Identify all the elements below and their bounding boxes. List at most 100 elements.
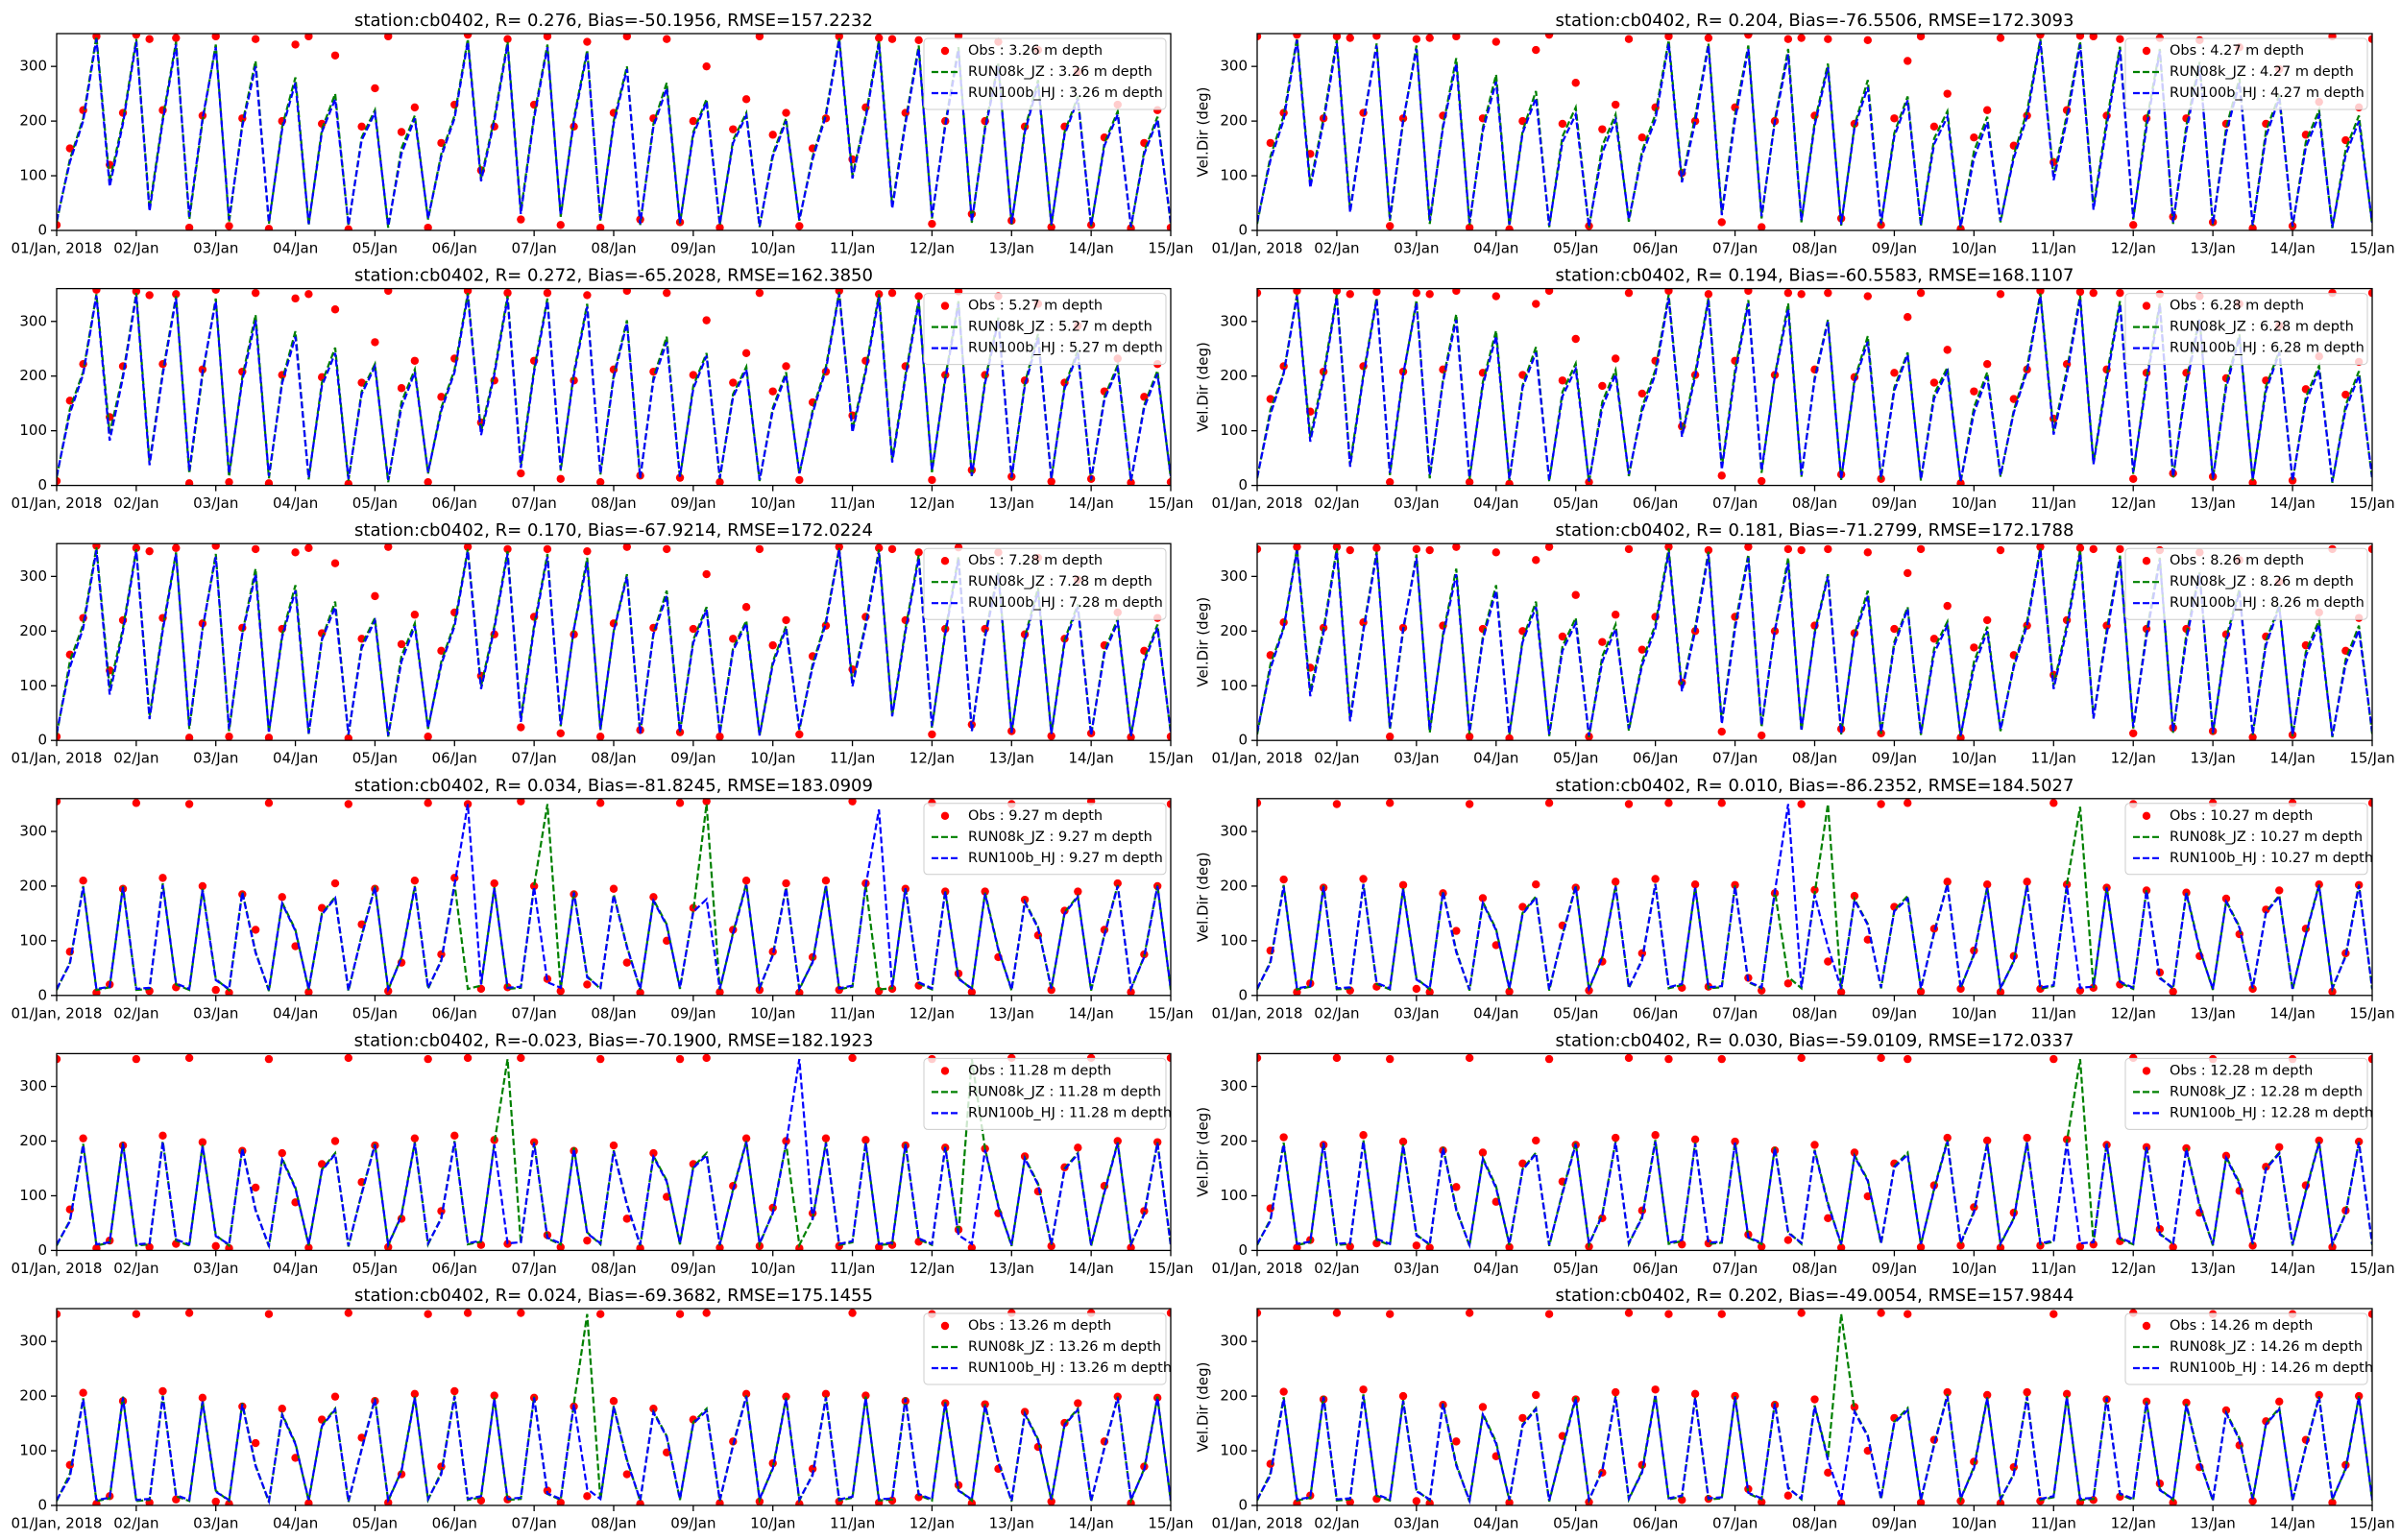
obs-point [317, 1160, 327, 1168]
obs-point [1478, 1148, 1488, 1157]
y-tick-label: 100 [19, 931, 47, 949]
obs-point [663, 288, 671, 298]
x-tick-label: 05/Jan [352, 750, 398, 767]
obs-point [1758, 1498, 1766, 1505]
y-tick-label: 300 [19, 567, 47, 585]
obs-point [1113, 878, 1122, 888]
obs-point [132, 1310, 141, 1318]
obs-point [1478, 894, 1488, 902]
obs-point [1425, 988, 1434, 996]
obs-point [1956, 1241, 1965, 1250]
obs-point [583, 291, 592, 300]
obs-point [1532, 1136, 1540, 1145]
obs-point [1624, 1309, 1634, 1317]
obs-point [675, 1054, 685, 1064]
obs-point [1863, 548, 1872, 557]
x-tick-label: 13/Jan [989, 1260, 1034, 1277]
obs-point [1465, 223, 1474, 230]
obs-point [2075, 543, 2085, 552]
obs-point [145, 35, 154, 43]
obs-point [583, 37, 592, 46]
obs-point [914, 548, 923, 557]
obs-point [1717, 727, 1726, 736]
x-tick-label: 14/Jan [1069, 1004, 1114, 1022]
obs-point [1505, 734, 1514, 741]
obs-point [57, 1054, 61, 1064]
obs-point [1651, 1131, 1660, 1140]
y-tick-label: 300 [1220, 1333, 1248, 1350]
subplot: station:cb0402, R= 0.181, Bias=-71.2799,… [1195, 520, 2395, 767]
obs-point [1332, 1309, 1342, 1317]
x-tick-label: 08/Jan [1792, 1260, 1837, 1277]
x-tick-label: 08/Jan [1792, 750, 1837, 767]
obs-point [782, 1392, 790, 1401]
obs-point [1929, 635, 1939, 643]
legend-label: RUN08k_JZ : 5.27 m depth [968, 320, 1152, 335]
obs-point [264, 799, 274, 807]
obs-point [1916, 1242, 1926, 1251]
obs-point [1279, 1387, 1288, 1396]
obs-point [1465, 477, 1474, 486]
x-tick-label: 04/Jan [273, 494, 318, 512]
x-tick-label: 12/Jan [909, 1515, 955, 1532]
subplot: station:cb0402, R= 0.170, Bias=-67.9214,… [12, 520, 1194, 767]
x-tick-label: 03/Jan [1394, 750, 1439, 767]
obs-point [768, 387, 777, 396]
obs-point [330, 51, 340, 60]
obs-point [1943, 1133, 1952, 1143]
obs-point [1425, 34, 1434, 42]
x-tick-label: 05/Jan [1553, 1004, 1598, 1022]
obs-point [702, 61, 711, 71]
obs-point [1836, 1499, 1846, 1505]
obs-point [1505, 987, 1514, 996]
obs-point [1850, 891, 1859, 901]
x-tick-label: 01/Jan, 2018 [1212, 240, 1303, 257]
obs-point [782, 878, 790, 888]
obs-point [1704, 545, 1713, 555]
obs-point [1412, 288, 1421, 298]
obs-point [1890, 114, 1899, 123]
x-tick-label: 09/Jan [670, 240, 715, 257]
x-tick-label: 06/Jan [432, 1260, 477, 1277]
x-tick-label: 04/Jan [273, 1515, 318, 1532]
legend-swatch [2142, 301, 2151, 310]
x-tick-label: 02/Jan [113, 1260, 158, 1277]
obs-point [1346, 34, 1354, 42]
obs-point [543, 544, 552, 554]
obs-point [1386, 799, 1395, 807]
obs-point [384, 543, 393, 551]
x-tick-label: 12/Jan [2111, 1004, 2156, 1022]
obs-point [1704, 34, 1713, 42]
x-tick-label: 15/Jan [1148, 1515, 1193, 1532]
obs-point [636, 1243, 644, 1251]
obs-point [1465, 1309, 1474, 1317]
obs-point [583, 1236, 592, 1245]
series-layer [57, 1309, 1171, 1505]
x-tick-label: 05/Jan [1553, 1515, 1598, 1532]
obs-point [1293, 288, 1301, 296]
x-tick-label: 15/Jan [1148, 494, 1193, 512]
obs-point [1637, 645, 1647, 654]
y-tick-label: 100 [1220, 167, 1248, 184]
obs-point [184, 479, 194, 486]
obs-point [1047, 477, 1055, 486]
obs-point [1904, 1054, 1912, 1064]
obs-point [1266, 138, 1275, 148]
obs-point [158, 874, 167, 882]
legend-label: Obs : 14.26 m depth [2170, 1318, 2313, 1334]
obs-point [225, 988, 233, 996]
obs-point [1704, 1239, 1713, 1248]
obs-point [2182, 1398, 2191, 1408]
model-line [1257, 1058, 2372, 1249]
obs-point [397, 639, 406, 649]
model-line [1257, 804, 2372, 994]
subplot-title: station:cb0402, R= 0.204, Bias=-76.5506,… [1556, 11, 2074, 31]
obs-point [1544, 543, 1554, 551]
obs-point [928, 219, 936, 229]
obs-point [755, 288, 764, 298]
obs-point [595, 733, 605, 741]
y-tick-label: 100 [1220, 421, 1248, 439]
obs-point [1890, 624, 1899, 634]
x-tick-label: 04/Jan [1473, 240, 1518, 257]
x-tick-label: 08/Jan [591, 750, 636, 767]
